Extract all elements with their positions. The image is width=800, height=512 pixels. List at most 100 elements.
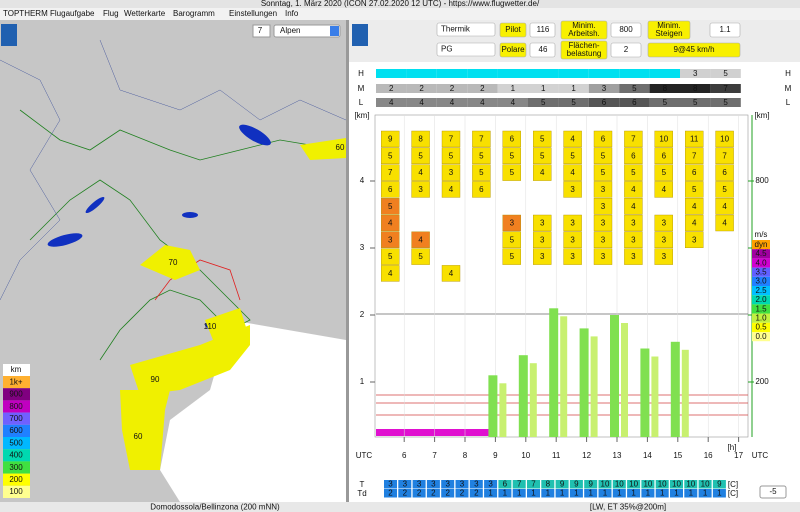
ground-bar [376,429,491,436]
polar: 46 [539,45,548,54]
speed: 9@45 km/h [673,45,714,54]
legend-label: 400 [9,451,23,460]
region-dropdown[interactable] [273,24,341,38]
glider-dropdown[interactable] [436,42,496,57]
cloud-box-value: 9 [388,135,393,144]
temp-value: 2 [445,489,450,498]
temp-value: 2 [388,489,393,498]
area [120,390,170,470]
menu-item[interactable]: Info [285,9,299,18]
cloud-box-value: 5 [418,151,423,160]
cloud-box [411,164,430,181]
lift-label: 2.0 [755,295,767,304]
pilot-label: Pilot [505,25,521,34]
cloud-box [624,147,643,165]
temp-cell [555,489,569,498]
cloud-box [563,248,582,265]
menu-item[interactable]: Flug [103,9,119,18]
polar-field[interactable] [529,42,556,58]
row-label: H [358,69,364,78]
menu-item[interactable]: TOPTHERM [3,9,48,18]
pilot-button[interactable] [499,22,527,38]
lift-label: 1.5 [755,304,767,313]
wing-load-field[interactable] [610,42,642,58]
x-tick-label: 16 [704,451,713,460]
temp-cell [698,489,712,498]
lift-swatch [752,258,770,268]
speed-field[interactable] [647,42,741,58]
temp-cell [398,489,412,498]
temp-value: 3 [417,480,422,489]
cloud-box-value: 4 [722,202,727,211]
min-climb-field[interactable] [709,22,741,38]
cloud-box [593,147,613,165]
offset-dropdown[interactable] [759,485,787,499]
cloud-box-value: 6 [722,168,727,177]
temp-value: 9 [588,480,593,489]
cloud-box-value: 5 [540,151,545,160]
cloud-box [441,181,461,198]
x-tick-label: 9 [493,451,498,460]
cloud-box-value: 3 [662,252,667,261]
x-tick-label: 15 [673,451,682,460]
cloud-box [685,231,704,249]
temp-cell [670,489,683,498]
legend-label: 200 [9,475,23,484]
y-tick-label: 1 [360,377,365,386]
zoom-spinner[interactable] [252,24,271,38]
temp-cell [541,489,555,498]
cloud-box-value: 5 [479,168,484,177]
min-climb-label: Minim. [657,21,681,30]
cloud-box [441,130,461,148]
temp-cell [598,480,612,489]
cloud-box-value: 3 [540,252,545,261]
cloud-box-value: 10 [659,135,668,144]
cloud-box [715,130,734,148]
high-cloud-cell [710,69,741,78]
wing-load-button[interactable] [560,40,608,60]
menu-item[interactable]: Einstellungen [229,9,277,18]
min-work-field[interactable] [610,22,642,38]
window-title: Sonntag, 1. März 2020 (ICON 27.02.2020 1… [261,0,540,8]
menu-item[interactable]: Flugaufgabe [50,9,95,18]
cloud-cell [710,84,741,93]
min-work-button[interactable] [560,20,608,40]
cloud-box-value: 3 [570,219,575,228]
menu-item[interactable]: Wetterkarte [124,9,166,18]
cloud-box [624,248,643,265]
cloud-box [533,231,552,249]
temp-value: 3 [431,480,436,489]
y-tick-label: 4 [360,176,365,185]
lift-label: 4.5 [755,249,767,258]
cloud-box-value: 5 [570,151,575,160]
mode-dropdown[interactable] [436,22,496,37]
thermal-bar [529,363,537,437]
temp-value: 10 [658,480,667,489]
cloud-box [624,231,643,249]
temp-cell [541,480,555,489]
cloud-box [472,130,491,148]
temp-cell [555,480,569,489]
status-bar [0,502,800,512]
cloud-value: 4 [511,98,516,107]
river [99,39,347,121]
temp-value: 1 [560,489,565,498]
cloud-box-value: 3 [662,235,667,244]
cloud-box [593,214,613,232]
legend-label: 900 [9,390,23,399]
cloud-value: 3 [602,84,607,93]
temp-value: 3 [474,480,479,489]
temp-value: 10 [615,480,624,489]
cloud-box-value: 4 [388,269,393,278]
min-climb-button[interactable] [647,20,691,40]
temp-value: 8 [546,480,551,489]
polar-button[interactable] [499,42,527,58]
pilot-field[interactable] [529,22,556,38]
legend-label: 500 [9,438,23,447]
legend-swatch [3,473,30,486]
cloud-box [533,147,552,165]
cloud-box [381,147,400,165]
temp-value: 7 [517,480,522,489]
menu-item[interactable]: Barogramm [173,9,215,18]
